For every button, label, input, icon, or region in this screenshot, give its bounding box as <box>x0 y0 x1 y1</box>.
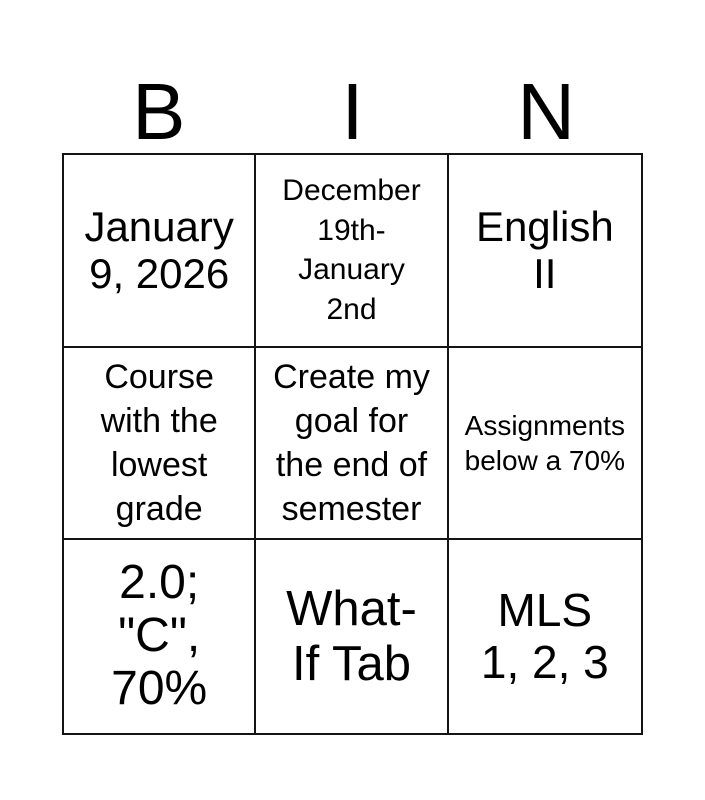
bingo-cell-r3c1[interactable]: 2.0; "C", 70% <box>64 540 257 733</box>
bingo-cell-r1c1[interactable]: January 9, 2026 <box>64 155 257 348</box>
bingo-cell-text: English II <box>475 202 614 298</box>
bingo-header-letter-n: N <box>517 67 576 156</box>
bingo-cell-r1c2[interactable]: December 19th- January 2nd <box>256 155 449 348</box>
bingo-cell-r2c2[interactable]: Create my goal for the end of semester <box>256 347 449 541</box>
bingo-cell-r3c3[interactable]: MLS 1, 2, 3 <box>448 540 641 733</box>
bingo-cell-text: Course with the lowest grade <box>100 357 218 529</box>
bingo-header-row: B I N <box>62 71 643 153</box>
bingo-cell-text: Assignments below a 70% <box>464 409 625 476</box>
bingo-cell-text: January 9, 2026 <box>84 202 234 298</box>
bingo-cell-r1c3[interactable]: English II <box>448 155 641 348</box>
bingo-grid: January 9, 2026 December 19th- January 2… <box>62 153 643 735</box>
bingo-cell-text: December 19th- January 2nd <box>282 174 421 326</box>
bingo-header-letter-b: B <box>132 67 186 156</box>
bingo-cell-r2c1[interactable]: Course with the lowest grade <box>64 347 257 541</box>
bingo-cell-r2c3[interactable]: Assignments below a 70% <box>448 347 641 541</box>
bingo-header-letter-i: I <box>341 67 364 156</box>
bingo-cell-text: Create my goal for the end of semester <box>273 357 430 529</box>
bingo-cell-text: What- If Tab <box>286 581 417 691</box>
bingo-cell-r3c2[interactable]: What- If Tab <box>256 540 449 733</box>
bingo-cell-text: MLS 1, 2, 3 <box>480 584 609 688</box>
bingo-cell-text: 2.0; "C", 70% <box>111 556 208 716</box>
